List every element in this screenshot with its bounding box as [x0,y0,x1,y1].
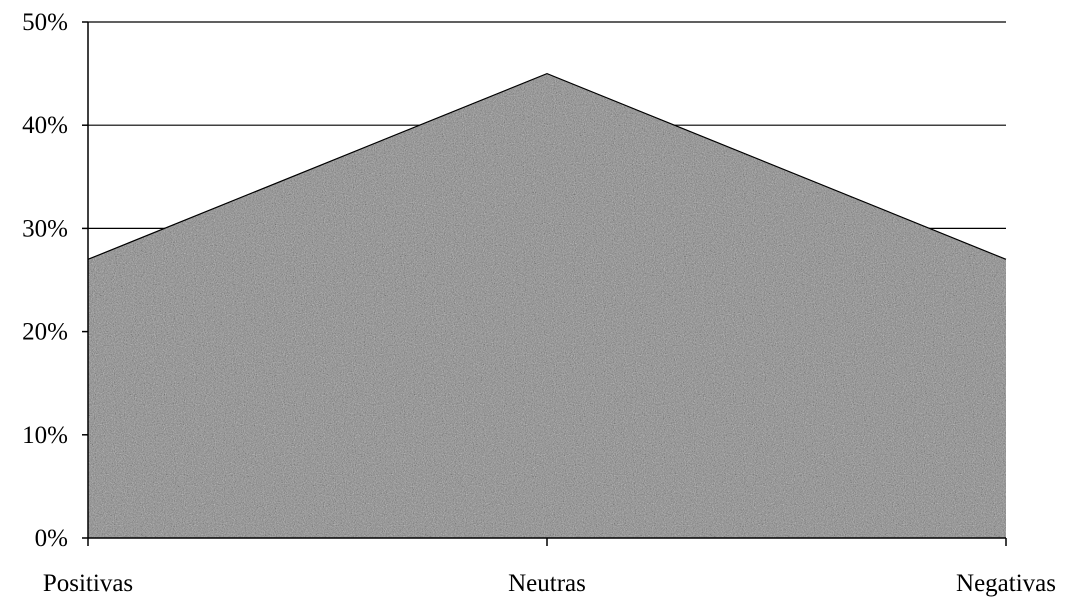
y-tick-label: 50% [22,9,68,36]
y-tick-label: 0% [35,525,68,552]
x-category-label: Negativas [956,570,1056,597]
y-tick-label: 40% [22,112,68,139]
axis-labels: 0% 10% 20% 30% 40% 50% Positivas Neutras Negativ… [22,9,1056,597]
series-line [87,72,1007,260]
y-tick-label: 10% [22,422,68,449]
x-category-label: Positivas [43,570,133,597]
y-tick-label: 30% [22,215,68,242]
axes [82,21,1007,546]
area-texture [88,73,1006,538]
y-tick-label: 20% [22,319,68,346]
area-series [87,72,1007,538]
x-category-label: Neutras [508,570,586,597]
